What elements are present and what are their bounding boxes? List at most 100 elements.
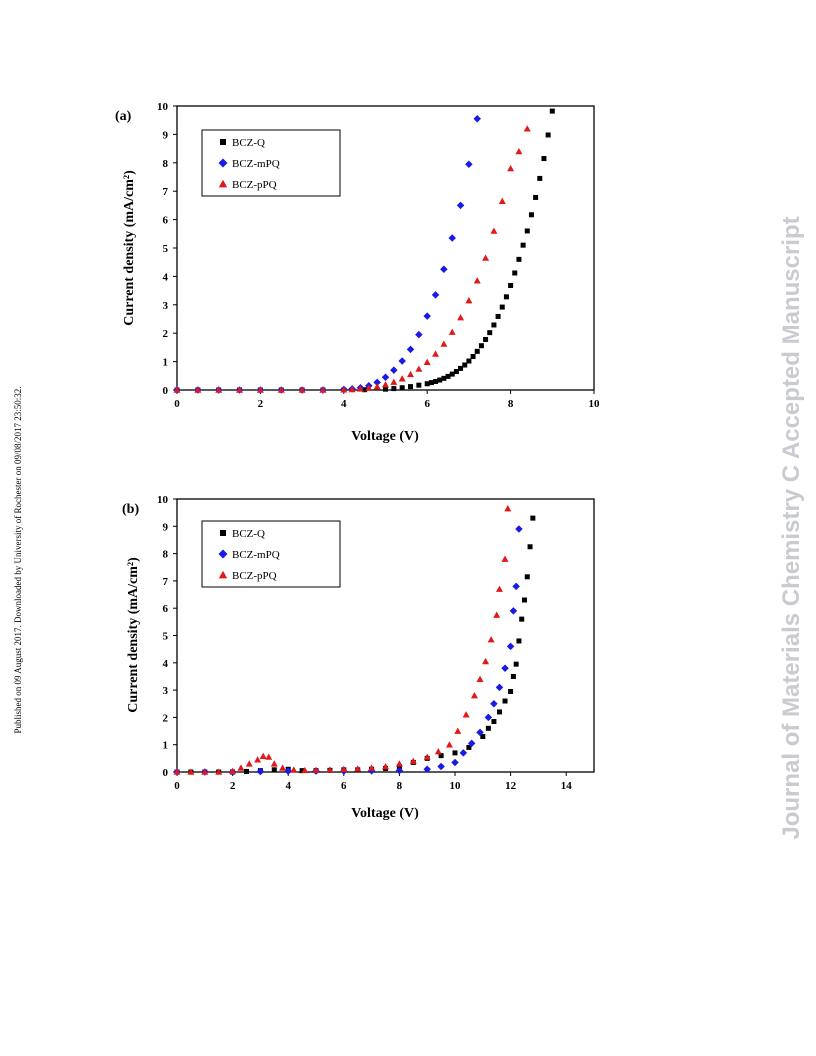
y-tick-label: 0 xyxy=(163,767,169,779)
data-point xyxy=(187,768,195,775)
y-tick-label: 10 xyxy=(157,494,169,506)
data-point xyxy=(453,369,459,375)
data-point xyxy=(501,555,509,562)
data-point xyxy=(541,156,547,162)
data-point xyxy=(478,343,484,349)
data-point xyxy=(462,711,470,718)
x-axis-label: Voltage (V) xyxy=(351,806,419,821)
data-point xyxy=(299,768,305,774)
data-point xyxy=(215,386,223,393)
panel-label: (b) xyxy=(122,502,139,517)
data-point xyxy=(516,638,522,644)
data-point xyxy=(356,385,364,392)
data-point xyxy=(516,256,522,262)
y-tick-label: 6 xyxy=(163,215,169,227)
data-point xyxy=(279,764,287,771)
legend-marker xyxy=(218,179,228,188)
x-tick-label: 10 xyxy=(450,780,462,792)
data-point xyxy=(545,132,551,138)
data-point xyxy=(383,386,388,392)
data-point xyxy=(423,358,431,365)
legend-label: BCZ-Q xyxy=(232,137,265,149)
data-point xyxy=(485,725,491,731)
data-point xyxy=(491,718,497,724)
data-point xyxy=(399,385,405,391)
data-point xyxy=(284,767,292,775)
data-point xyxy=(290,766,298,773)
data-point xyxy=(354,765,362,772)
chart-panel-a: 0 2 4 6 8 10 0 1 2 3 4 5 6 7 8 9 10 Voltage (V) Current de… xyxy=(115,101,600,444)
data-point xyxy=(458,365,464,371)
data-point xyxy=(549,108,555,114)
data-point xyxy=(382,381,389,388)
data-point xyxy=(501,664,509,673)
data-point xyxy=(362,387,368,393)
y-tick-label: 4 xyxy=(163,658,169,670)
y-tick-label: 2 xyxy=(163,328,169,340)
data-point xyxy=(524,574,530,580)
legend: BCZ-Q BCZ-mPQ BCZ-pPQ xyxy=(201,129,341,197)
legend-marker xyxy=(218,158,228,168)
data-point xyxy=(487,330,493,336)
data-point xyxy=(490,227,498,234)
data-point xyxy=(502,698,508,704)
x-axis-label: Voltage (V) xyxy=(351,429,419,444)
data-point xyxy=(259,752,267,759)
data-point xyxy=(407,370,415,378)
data-point xyxy=(256,386,264,393)
x-tick-label: 2 xyxy=(230,780,236,792)
data-point xyxy=(465,160,473,168)
data-point xyxy=(382,763,389,770)
y-tick-label: 8 xyxy=(163,158,169,170)
data-point xyxy=(406,345,415,354)
data-point xyxy=(452,750,458,756)
data-point xyxy=(424,381,430,387)
data-point xyxy=(510,673,516,679)
data-point xyxy=(528,212,534,218)
data-point xyxy=(432,350,440,357)
data-point xyxy=(466,744,472,750)
data-point xyxy=(398,357,406,365)
series-bcz-ppq xyxy=(173,125,531,393)
data-point xyxy=(428,380,434,386)
data-point xyxy=(277,386,285,393)
data-point xyxy=(437,377,443,383)
legend-marker xyxy=(220,139,226,145)
data-point xyxy=(431,291,440,299)
data-point xyxy=(437,762,445,771)
data-point xyxy=(503,294,509,300)
data-point xyxy=(495,683,504,692)
legend-marker xyxy=(220,530,226,536)
data-point xyxy=(298,386,306,393)
data-point xyxy=(237,764,245,771)
data-point xyxy=(368,764,376,771)
data-point xyxy=(423,312,431,320)
data-point xyxy=(433,378,439,384)
data-point xyxy=(504,505,512,512)
data-point xyxy=(480,734,486,740)
data-point xyxy=(391,386,397,392)
data-point xyxy=(495,313,501,319)
legend: BCZ-Q BCZ-mPQ BCZ-pPQ xyxy=(201,520,341,588)
data-point xyxy=(395,766,404,775)
data-point xyxy=(495,585,503,592)
x-tick-label: 4 xyxy=(341,398,347,410)
data-point xyxy=(524,228,530,234)
data-point xyxy=(445,741,453,748)
legend-label: BCZ-Q xyxy=(232,528,265,540)
y-tick-label: 1 xyxy=(163,357,169,369)
data-point xyxy=(482,657,490,665)
data-point xyxy=(229,767,237,774)
data-point xyxy=(415,330,423,339)
data-point xyxy=(449,371,455,377)
data-point xyxy=(530,515,536,521)
data-point xyxy=(476,675,484,682)
data-point xyxy=(395,760,403,767)
data-point xyxy=(499,304,505,310)
data-point xyxy=(482,254,490,261)
y-tick-label: 4 xyxy=(163,271,169,283)
data-point xyxy=(451,758,459,767)
data-point xyxy=(201,768,209,775)
